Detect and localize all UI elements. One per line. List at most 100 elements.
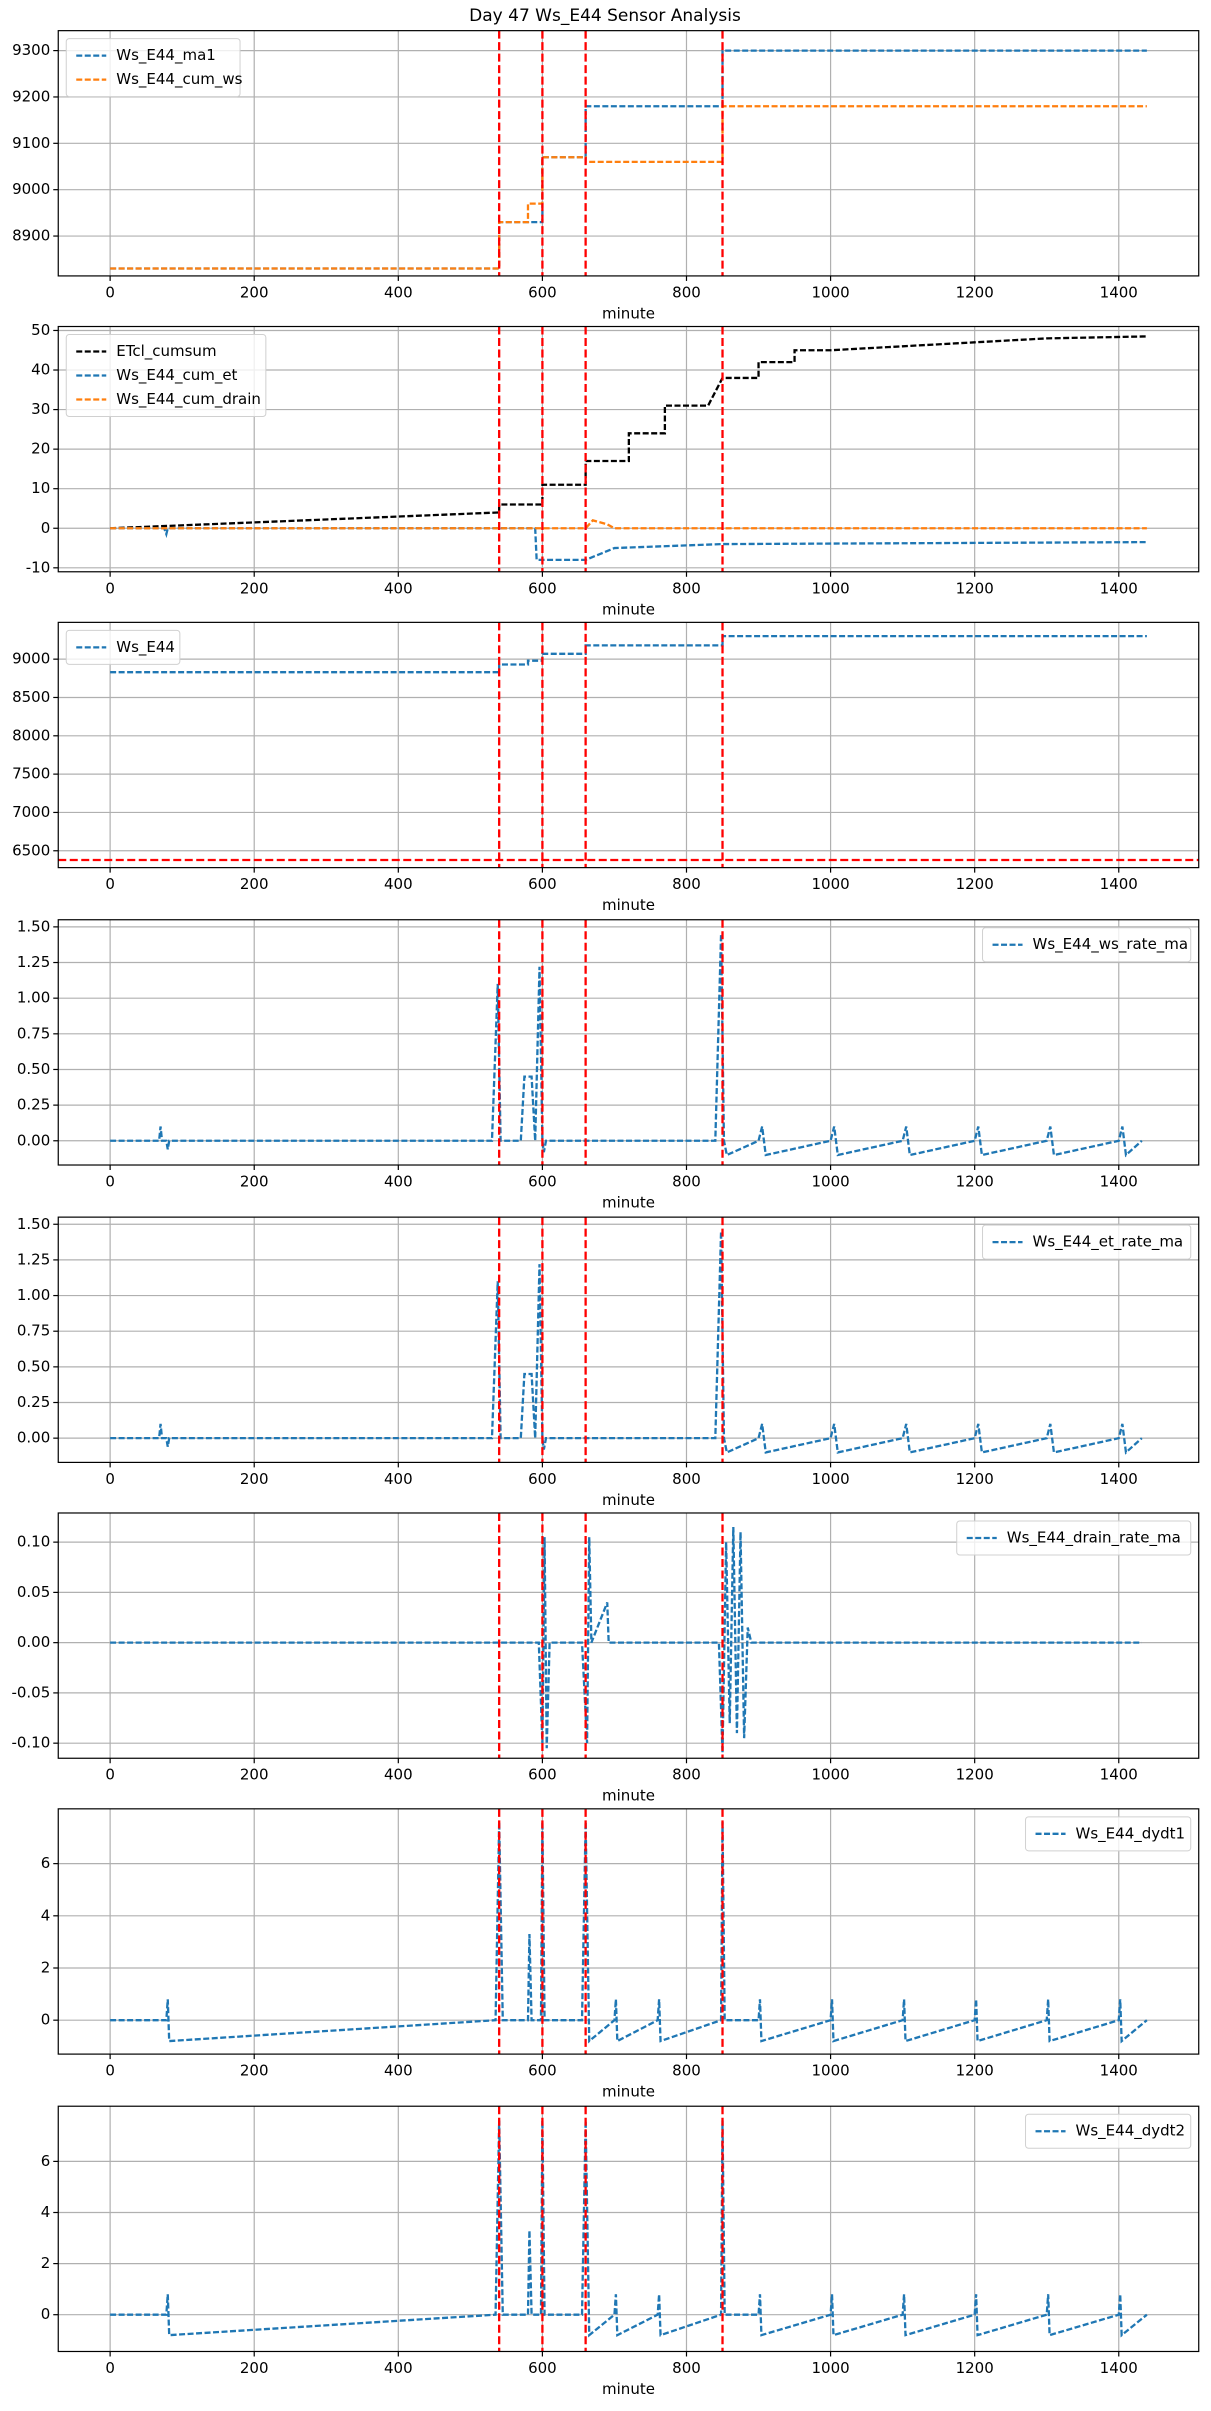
legend-label: Ws_E44: [116, 638, 175, 657]
x-tick-label: 1200: [956, 283, 994, 301]
legend-box: [65, 334, 267, 418]
legend-box: [65, 629, 181, 665]
legend-label: Ws_E44_ma1: [116, 46, 216, 65]
y-tick-label: 8500: [12, 688, 50, 706]
x-axis-label: minute: [602, 304, 655, 322]
x-tick-label: 400: [384, 1766, 413, 1784]
y-tick-label: 0.00: [17, 1429, 50, 1447]
legend-label: ETcl_cumsum: [116, 342, 216, 361]
x-tick-label: 1000: [811, 1470, 849, 1488]
x-tick-label: 600: [528, 1766, 557, 1784]
x-tick-label: 800: [672, 875, 701, 893]
x-tick-label: 1000: [811, 875, 849, 893]
x-tick-label: 1400: [1100, 283, 1138, 301]
legend-box: [1025, 2113, 1192, 2149]
legend-label: Ws_E44_drain_rate_ma: [1007, 1528, 1181, 1547]
y-tick-label: 0.25: [17, 1096, 50, 1114]
x-tick-label: 0: [105, 283, 115, 301]
x-tick-label: 600: [528, 579, 557, 597]
series-line: [110, 1821, 1148, 2044]
x-tick-label: 400: [384, 579, 413, 597]
subplot: 0 200 400 600 800 1000 1200 1400 0 2 4 6 minute Ws_E4…: [41, 2105, 1200, 2398]
legend: Ws_E44_dydt1: [1025, 1816, 1192, 1852]
x-tick-label: 1200: [956, 1173, 994, 1191]
series-line: [110, 335, 1147, 530]
x-tick-label: 400: [384, 2062, 413, 2080]
x-axis-label: minute: [602, 600, 655, 618]
y-tick-label: 0.50: [17, 1357, 50, 1375]
y-tick-label: 7000: [12, 803, 50, 821]
axes-frame: [57, 30, 1200, 277]
subplot: 0 200 400 600 800 1000 1200 1400 -0.10 -0.05 0.00 0…: [11, 1512, 1200, 1805]
x-tick-label: 400: [384, 283, 413, 301]
axes-frame: [57, 919, 1200, 1166]
y-tick-label: 0.00: [17, 1131, 50, 1149]
y-tick-label: 4: [41, 2203, 51, 2221]
x-tick-label: 1200: [956, 579, 994, 597]
y-tick-label: 0.75: [17, 1322, 50, 1340]
y-tick-label: 6: [41, 1854, 51, 1872]
legend: ETcl_cumsum Ws_E44_cum_et Ws_E44_cum_drain: [65, 334, 267, 418]
x-tick-label: 600: [528, 283, 557, 301]
y-tick-label: 0.05: [17, 1583, 50, 1601]
x-tick-label: 1400: [1100, 2359, 1138, 2377]
legend: Ws_E44_et_rate_ma: [982, 1224, 1192, 1260]
legend: Ws_E44_ws_rate_ma: [982, 927, 1192, 963]
x-tick-label: 1400: [1100, 1470, 1138, 1488]
x-tick-label: 800: [672, 2359, 701, 2377]
x-tick-label: 400: [384, 2359, 413, 2377]
axes-frame: [57, 1808, 1200, 2055]
x-tick-label: 800: [672, 1766, 701, 1784]
legend-label: Ws_E44_cum_ws: [116, 70, 242, 89]
axes-frame: [57, 621, 1200, 869]
subplot: 0 200 400 600 800 1000 1200 1400 8900 9000 9100 920…: [12, 30, 1200, 322]
x-tick-label: 1400: [1100, 579, 1138, 597]
y-tick-label: -0.10: [11, 1734, 50, 1752]
y-tick-label: 8000: [12, 726, 50, 744]
y-tick-label: 9000: [12, 650, 50, 668]
legend: Ws_E44_drain_rate_ma: [956, 1520, 1192, 1556]
axes-frame: [57, 1512, 1200, 1759]
y-tick-label: 9300: [12, 41, 50, 59]
x-tick-label: 800: [672, 1470, 701, 1488]
x-tick-label: 1000: [811, 2062, 849, 2080]
y-tick-label: 7500: [12, 765, 50, 783]
x-tick-label: 0: [105, 1470, 115, 1488]
x-tick-label: 400: [384, 1470, 413, 1488]
x-tick-label: 800: [672, 283, 701, 301]
y-tick-label: 2: [41, 2254, 51, 2272]
x-tick-label: 600: [528, 1470, 557, 1488]
subplot: 0 200 400 600 800 1000 1200 1400 0.00 0.25 0.50 0.7…: [17, 1215, 1200, 1509]
x-tick-label: 1400: [1100, 1173, 1138, 1191]
x-tick-label: 0: [105, 875, 115, 893]
x-tick-label: 1200: [956, 875, 994, 893]
x-tick-label: 1400: [1100, 875, 1138, 893]
x-tick-label: 200: [240, 1470, 269, 1488]
x-tick-label: 0: [105, 1173, 115, 1191]
legend-label: Ws_E44_et_rate_ma: [1033, 1233, 1184, 1252]
y-tick-label: 10: [31, 479, 50, 497]
y-tick-label: 6500: [12, 841, 50, 859]
y-tick-label: -10: [26, 558, 51, 576]
x-axis-label: minute: [602, 1787, 655, 1805]
x-tick-label: 1400: [1100, 1766, 1138, 1784]
x-tick-label: 0: [105, 579, 115, 597]
series-line: [110, 527, 1147, 562]
subplot: 0 200 400 600 800 1000 1200 1400 0 2 4 6 minute Ws_E4…: [41, 1808, 1200, 2101]
figure-title: Day 47 Ws_E44 Sensor Analysis: [469, 6, 741, 26]
y-tick-label: 1.25: [17, 1250, 50, 1268]
y-tick-label: 50: [31, 321, 50, 339]
legend-label: Ws_E44_cum_drain: [116, 390, 261, 409]
x-tick-label: 600: [528, 2359, 557, 2377]
x-tick-label: 400: [384, 875, 413, 893]
legend-box: [1025, 1816, 1192, 1852]
y-tick-label: 0.75: [17, 1024, 50, 1042]
x-tick-label: 200: [240, 579, 269, 597]
y-tick-label: 0.25: [17, 1393, 50, 1411]
x-tick-label: 400: [384, 1173, 413, 1191]
series-line: [110, 519, 1147, 530]
axes-frame: [57, 1216, 1200, 1463]
y-tick-label: 1.50: [17, 1215, 50, 1233]
legend-label: Ws_E44_dydt1: [1076, 1824, 1186, 1843]
subplot: 0 200 400 600 800 1000 1200 1400 -10 0 10 20 30 40 50 m…: [26, 321, 1200, 618]
